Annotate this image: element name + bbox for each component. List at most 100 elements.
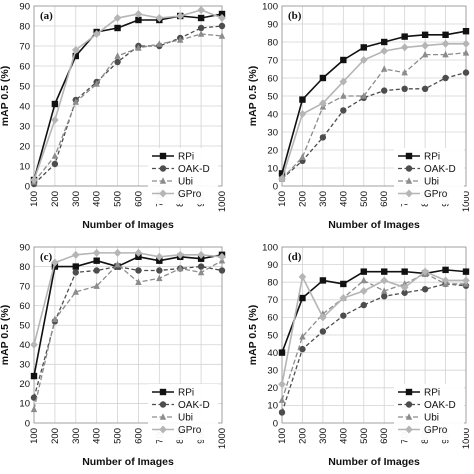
legend-label-oakd: OAK-D bbox=[424, 164, 456, 175]
legend-label-ubi: Ubi bbox=[178, 413, 193, 424]
data-point-ubi bbox=[177, 264, 184, 272]
data-point-oakd bbox=[197, 263, 205, 270]
data-point-rpi bbox=[381, 38, 388, 46]
data-point-ubi bbox=[72, 288, 79, 295]
x-tick-label: 400 bbox=[92, 191, 103, 207]
y-tick-label: 40 bbox=[267, 348, 278, 359]
data-point-rpi bbox=[319, 277, 327, 284]
x-axis-title: Number of Images bbox=[82, 456, 174, 468]
data-point-gpro bbox=[319, 313, 327, 322]
x-tick-label: 600 bbox=[133, 191, 144, 207]
data-point-gpro bbox=[319, 99, 327, 108]
y-tick-label: 80 bbox=[19, 262, 30, 273]
data-point-ubi bbox=[360, 276, 367, 284]
y-tick-label: 80 bbox=[267, 278, 278, 289]
legend-background bbox=[148, 384, 218, 440]
data-point-oakd bbox=[381, 87, 388, 94]
data-point-gpro bbox=[71, 46, 80, 54]
data-point-rpi bbox=[197, 14, 205, 22]
x-tick-label: 1000 bbox=[461, 428, 472, 449]
data-point-ubi bbox=[156, 274, 163, 282]
x-tick-label: 100 bbox=[29, 428, 40, 444]
data-point-ubi bbox=[135, 44, 142, 51]
x-tick-label: 300 bbox=[318, 428, 329, 444]
y-tick-label: 40 bbox=[19, 340, 30, 351]
data-point-rpi bbox=[442, 31, 449, 38]
data-point-rpi bbox=[462, 28, 470, 35]
data-point-gpro bbox=[462, 276, 470, 285]
series-line-oakd bbox=[281, 71, 467, 180]
series-line-ubi bbox=[33, 260, 223, 410]
data-point-rpi bbox=[401, 33, 408, 40]
data-point-ubi bbox=[360, 92, 367, 99]
y-tick-label: 50 bbox=[267, 330, 278, 341]
data-point-oakd bbox=[421, 286, 429, 293]
data-point-gpro bbox=[421, 41, 429, 50]
data-point-gpro bbox=[113, 248, 122, 257]
y-tick-label: 70 bbox=[19, 41, 30, 52]
data-point-gpro bbox=[298, 272, 307, 281]
data-point-gpro bbox=[359, 56, 368, 64]
series-line-rpi bbox=[33, 13, 223, 181]
data-point-gpro bbox=[400, 43, 409, 52]
chart-panel-d: 0 10 20 30 40 50 60 70 80 90 100 100 200 300 400 500 600… bbox=[247, 242, 472, 468]
data-point-oakd bbox=[218, 267, 226, 274]
series-line-gpro bbox=[33, 252, 223, 345]
data-point-rpi bbox=[360, 44, 367, 51]
data-point-oakd bbox=[299, 345, 306, 353]
data-point-rpi bbox=[462, 268, 470, 275]
data-point-ubi bbox=[401, 68, 408, 76]
data-point-gpro bbox=[380, 47, 389, 55]
legend-marker-gpro bbox=[405, 189, 413, 198]
legend-marker-oakd bbox=[159, 401, 167, 408]
y-tick-label: 30 bbox=[267, 127, 278, 138]
legend-label-ubi: Ubi bbox=[424, 177, 439, 188]
y-tick-label: 90 bbox=[19, 242, 30, 253]
data-point-rpi bbox=[360, 268, 367, 275]
legend-marker-rpi bbox=[405, 388, 413, 396]
data-point-oakd bbox=[218, 22, 226, 30]
data-point-gpro bbox=[134, 10, 143, 18]
data-point-oakd bbox=[340, 107, 347, 114]
series-gpro bbox=[30, 6, 226, 184]
y-tick-label: 0 bbox=[273, 418, 278, 429]
legend-marker-ubi bbox=[159, 177, 167, 184]
data-point-rpi bbox=[72, 263, 79, 270]
y-tick-label: 70 bbox=[19, 281, 30, 292]
data-point-ubi bbox=[299, 332, 306, 340]
legend-label-rpi: RPi bbox=[178, 152, 194, 163]
data-point-gpro bbox=[400, 283, 409, 292]
x-axis-title: Number of Images bbox=[328, 219, 420, 231]
legend-label-gpro: GPro bbox=[424, 425, 448, 436]
x-tick-label: 1000 bbox=[461, 191, 472, 212]
y-tick-label: 0 bbox=[25, 181, 30, 192]
y-tick-label: 80 bbox=[267, 37, 278, 48]
legend-label-ubi: Ubi bbox=[424, 413, 439, 424]
y-tick-label: 90 bbox=[267, 19, 278, 30]
y-tick-label: 60 bbox=[19, 61, 30, 72]
data-point-rpi bbox=[381, 268, 388, 275]
data-point-oakd bbox=[319, 134, 327, 141]
data-point-oakd bbox=[114, 58, 121, 66]
x-tick-label: 400 bbox=[92, 428, 103, 444]
data-point-ubi bbox=[340, 92, 347, 99]
y-tick-label: 20 bbox=[267, 145, 278, 156]
legend-marker-gpro bbox=[405, 425, 413, 434]
x-tick-label: 1000 bbox=[217, 191, 228, 212]
data-point-gpro bbox=[155, 14, 164, 22]
series-line-oakd bbox=[33, 25, 223, 185]
data-point-gpro bbox=[71, 250, 80, 259]
legend-marker-gpro bbox=[159, 425, 167, 434]
data-point-ubi bbox=[299, 153, 306, 160]
data-point-oakd bbox=[401, 85, 408, 93]
y-tick-label: 20 bbox=[19, 379, 30, 390]
y-tick-label: 100 bbox=[262, 1, 278, 12]
data-point-gpro bbox=[51, 258, 59, 267]
legend-label-rpi: RPi bbox=[178, 388, 194, 399]
legend-background bbox=[394, 384, 464, 440]
data-point-ubi bbox=[93, 282, 100, 289]
legend-marker-ubi bbox=[405, 177, 413, 184]
